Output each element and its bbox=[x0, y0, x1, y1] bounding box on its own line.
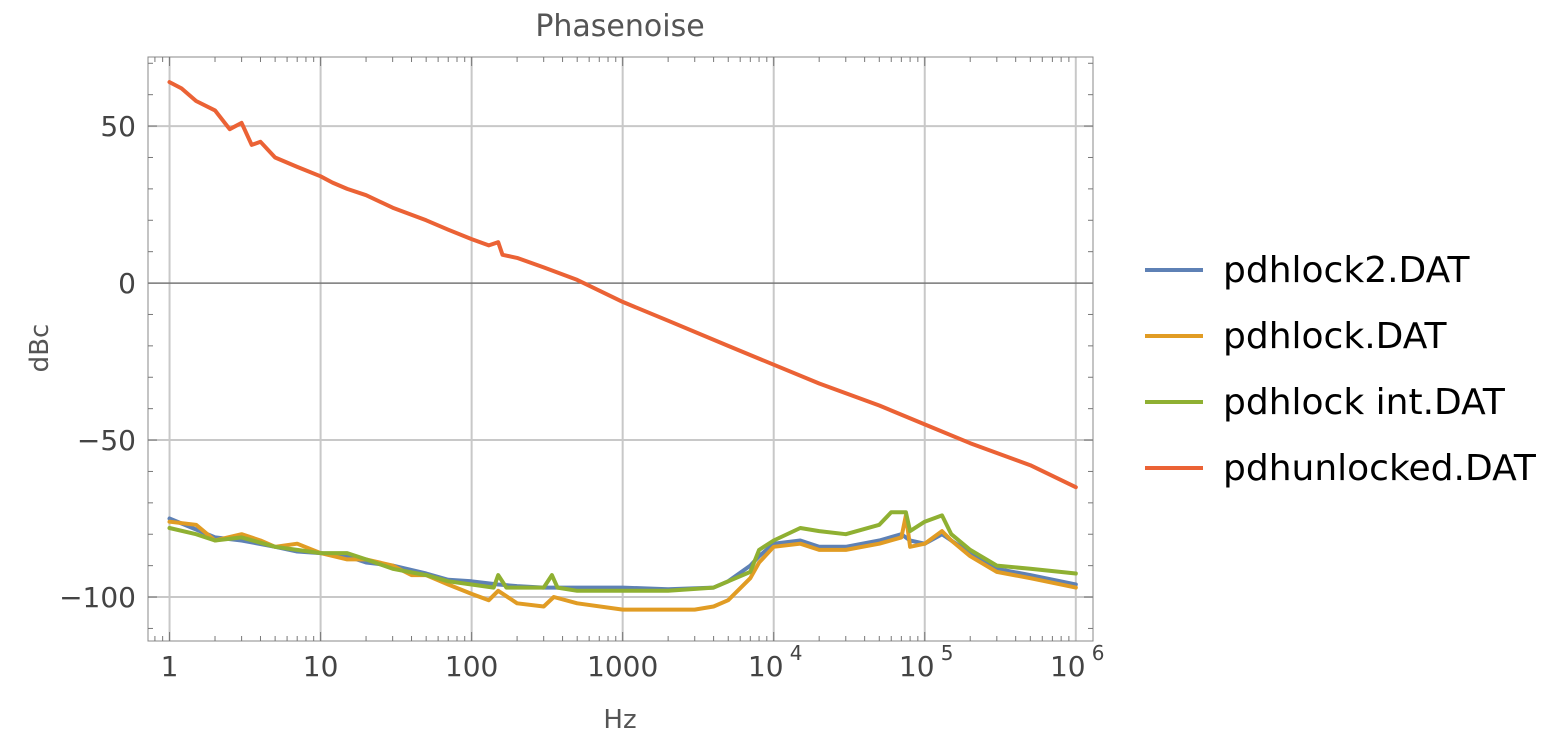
legend: pdhlock2.DAT pdhlock.DAT pdhlock int.DAT pd… bbox=[1145, 250, 1537, 489]
x-tick-label: 10 bbox=[1050, 650, 1086, 683]
plot-frame bbox=[147, 56, 1094, 642]
x-tick-label: 10 bbox=[748, 650, 784, 683]
y-tick-label: −50 bbox=[77, 424, 136, 457]
x-tick-label: 1 bbox=[161, 650, 179, 683]
x-tick-label-exponent: 6 bbox=[1092, 641, 1105, 665]
legend-label: pdhlock.DAT bbox=[1223, 316, 1448, 357]
x-tick-label: 100 bbox=[445, 650, 498, 683]
x-tick-label: 1000 bbox=[587, 650, 658, 683]
x-tick-label-exponent: 5 bbox=[941, 641, 954, 665]
grid bbox=[148, 57, 1093, 641]
y-tick-label: 50 bbox=[100, 110, 136, 143]
x-tick-label-exponent: 4 bbox=[790, 641, 803, 665]
y-tick-label: −100 bbox=[59, 581, 136, 614]
legend-label: pdhlock int.DAT bbox=[1223, 382, 1506, 423]
legend-label: pdhunlocked.DAT bbox=[1223, 448, 1537, 489]
x-tick-label: 10 bbox=[303, 650, 339, 683]
x-tick-label: 10 bbox=[899, 650, 935, 683]
legend-label: pdhlock2.DAT bbox=[1223, 250, 1470, 291]
y-tick-label: 0 bbox=[118, 267, 136, 300]
axes bbox=[147, 56, 1094, 642]
y-axis-label: dBc bbox=[25, 324, 55, 373]
series-lines bbox=[167, 80, 1078, 612]
x-axis-label: Hz bbox=[603, 705, 636, 735]
series-line-2 bbox=[167, 510, 1078, 593]
series-line-3 bbox=[167, 80, 1078, 490]
chart-title: Phasenoise bbox=[535, 9, 704, 44]
